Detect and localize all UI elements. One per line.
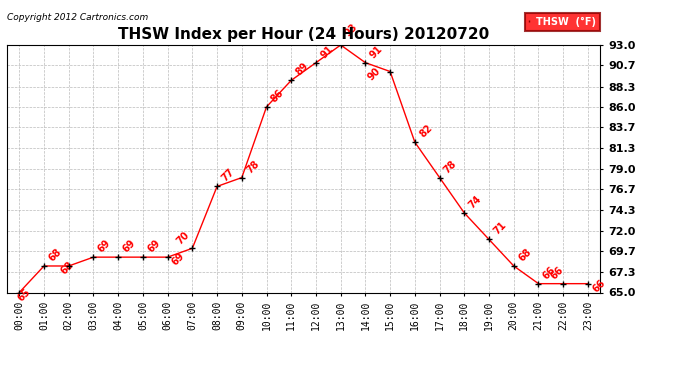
- Text: 78: 78: [244, 158, 261, 175]
- Text: 89: 89: [294, 61, 310, 78]
- Text: 78: 78: [442, 158, 459, 175]
- Text: 82: 82: [417, 123, 434, 140]
- Title: THSW Index per Hour (24 Hours) 20120720: THSW Index per Hour (24 Hours) 20120720: [118, 27, 489, 42]
- Text: 65: 65: [16, 286, 32, 303]
- Text: 68: 68: [59, 260, 75, 277]
- Text: 66: 66: [591, 278, 607, 294]
- Text: 77: 77: [219, 167, 236, 184]
- Text: 86: 86: [269, 87, 286, 104]
- Text: 69: 69: [121, 238, 137, 255]
- Text: 68: 68: [516, 247, 533, 263]
- Text: 69: 69: [146, 238, 162, 255]
- Text: 68: 68: [46, 247, 63, 263]
- Text: 69: 69: [170, 251, 187, 268]
- Legend: THSW  (°F): THSW (°F): [524, 13, 600, 31]
- Text: 66: 66: [541, 264, 558, 281]
- Text: 66: 66: [549, 264, 565, 281]
- Text: 90: 90: [366, 66, 382, 82]
- Text: 69: 69: [96, 238, 112, 255]
- Text: 91: 91: [368, 44, 384, 60]
- Text: 70: 70: [175, 230, 192, 246]
- Text: 71: 71: [491, 220, 508, 237]
- Text: 93: 93: [343, 21, 359, 38]
- Text: 91: 91: [318, 44, 335, 60]
- Text: Copyright 2012 Cartronics.com: Copyright 2012 Cartronics.com: [7, 13, 148, 22]
- Text: 74: 74: [466, 194, 484, 210]
